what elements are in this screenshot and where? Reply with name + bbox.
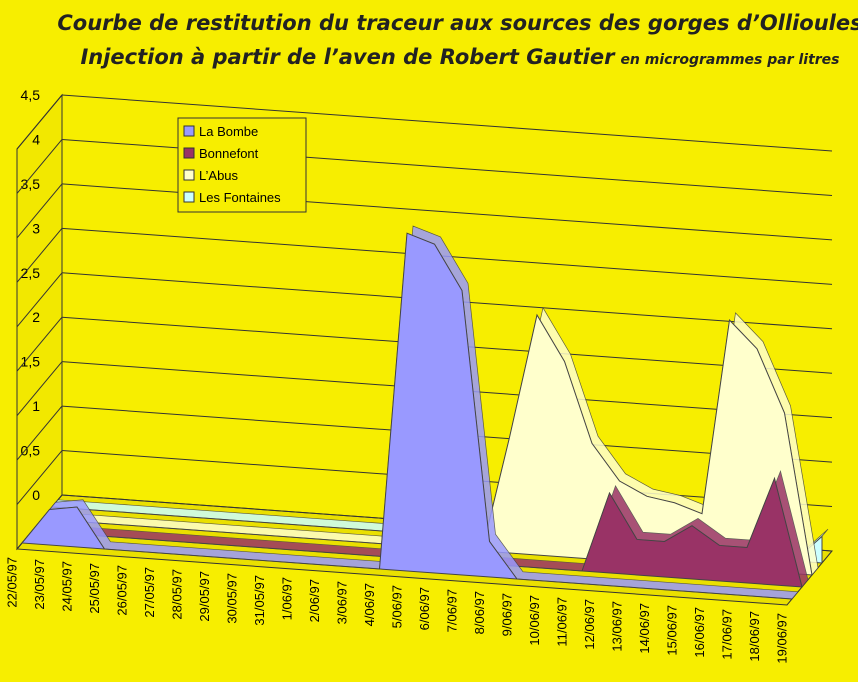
x-tick-label: 31/05/97 <box>252 575 267 626</box>
x-tick-label: 28/05/97 <box>169 569 184 620</box>
x-tick-label: 7/06/97 <box>444 589 459 632</box>
x-tick-label: 13/06/97 <box>609 601 624 652</box>
legend-label: L’Abus <box>199 168 239 183</box>
x-tick-label: 2/06/97 <box>307 579 322 622</box>
grid-line <box>16 183 63 239</box>
x-tick-label: 27/05/97 <box>142 567 157 618</box>
x-tick-label: 17/06/97 <box>719 609 734 660</box>
x-tick-label: 1/06/97 <box>279 577 294 620</box>
x-tick-label: 3/06/97 <box>334 581 349 624</box>
x-tick-label: 12/06/97 <box>582 599 597 650</box>
grid-line <box>61 94 833 152</box>
x-tick-label: 10/06/97 <box>527 595 542 646</box>
x-tick-label: 30/05/97 <box>224 573 239 624</box>
x-tick-label: 9/06/97 <box>499 593 514 636</box>
y-tick-label: 1,5 <box>21 354 41 370</box>
y-tick-label: 0,5 <box>21 443 41 459</box>
x-tick-label: 15/06/97 <box>664 605 679 656</box>
grid-line <box>16 450 63 505</box>
chart-title-note: en microgrammes par litres <box>620 52 839 68</box>
y-tick-label: 3,5 <box>21 176 41 192</box>
x-tick-label: 19/06/97 <box>774 613 789 664</box>
grid-line <box>16 139 63 194</box>
x-tick-label: 11/06/97 <box>554 597 569 647</box>
y-tick-label: 3 <box>32 220 40 236</box>
grid-line <box>16 405 63 461</box>
x-tick-label: 26/05/97 <box>114 565 129 616</box>
chart-title: Injection à partir de l’aven de Robert G… <box>80 45 839 69</box>
x-tick-label: 16/06/97 <box>692 607 707 658</box>
y-tick-label: 0 <box>32 487 40 503</box>
y-tick-label: 1 <box>32 398 40 414</box>
area <box>21 232 793 600</box>
x-tick-label: 4/06/97 <box>362 583 377 626</box>
plot: 0 0,5 1 1,5 2 2,5 3 3,5 4 4,5 22/05/97 23/05/97 24/0… <box>4 87 834 664</box>
x-tick-label: 8/06/97 <box>472 591 487 634</box>
legend-box <box>177 117 307 213</box>
y-tick-label: 2 <box>32 309 40 325</box>
x-tick-label: 18/06/97 <box>747 611 762 662</box>
chart-title-line: Injection à partir de l’aven de Robert G… <box>80 45 616 69</box>
grid-line <box>16 361 63 416</box>
x-tick-label: 5/06/97 <box>389 585 404 628</box>
x-tick-label: 14/06/97 <box>637 603 652 654</box>
grid-line <box>16 228 63 283</box>
x-tick-label: 23/05/97 <box>32 559 47 610</box>
x-tick-label: 29/05/97 <box>197 571 212 622</box>
grid-line <box>16 272 63 328</box>
legend-marker <box>183 191 195 203</box>
x-tick-label: 22/05/97 <box>4 557 19 608</box>
legend-marker <box>183 169 195 181</box>
y-tick-label: 4,5 <box>21 87 41 103</box>
grid-line <box>16 316 63 372</box>
legend-marker <box>183 125 195 137</box>
y-tick-label: 4 <box>32 131 40 147</box>
legend-label: Bonnefont <box>199 146 259 161</box>
x-tick-label: 6/06/97 <box>417 587 432 630</box>
y-tick-label: 2,5 <box>21 265 41 281</box>
legend: La Bombe Bonnefont L’Abus Les Fontaines <box>177 117 307 213</box>
legend-label: Les Fontaines <box>199 190 281 205</box>
x-tick-label: 25/05/97 <box>87 563 102 614</box>
legend-label: La Bombe <box>199 124 258 139</box>
chart-title: Courbe de restitution du traceur aux sou… <box>57 11 858 35</box>
x-tick-label: 24/05/97 <box>59 561 74 612</box>
grid-line <box>16 94 63 150</box>
legend-marker <box>183 147 195 159</box>
